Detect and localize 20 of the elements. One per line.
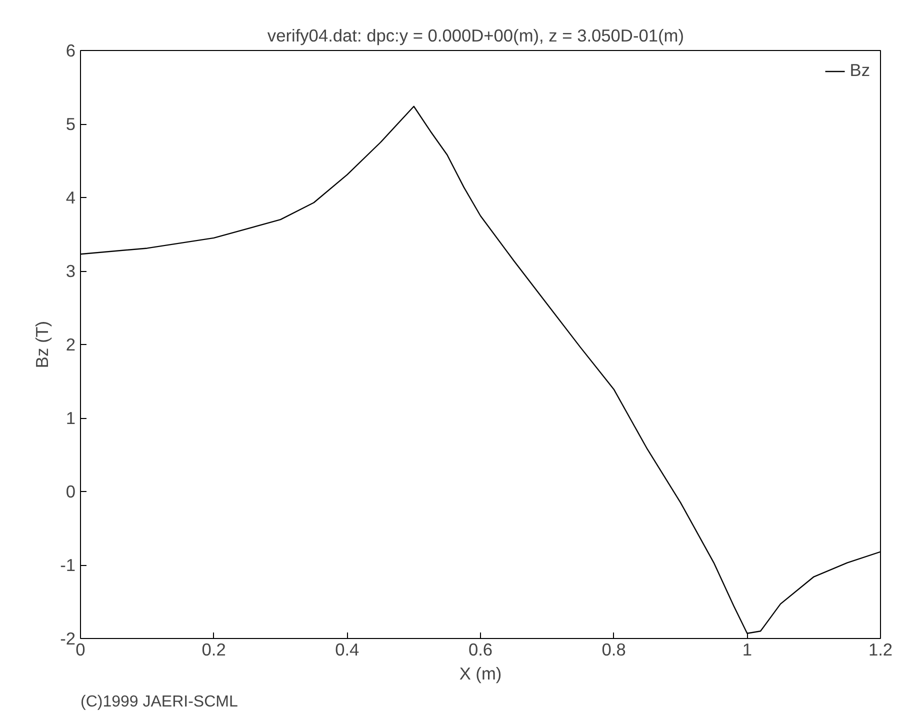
y-axis-title: Bz (T) [32,320,52,368]
x-tick-label: 0.8 [602,640,626,660]
x-tick-label: 1 [742,640,752,660]
y-tick-label: -2 [60,628,76,648]
y-tick-label: 3 [66,261,76,281]
x-tick-label: 0.2 [202,640,226,660]
x-axis-title: X (m) [459,664,502,684]
chart-title: verify04.dat: dpc:y = 0.000D+00(m), z = 3.050D-01(m) [267,26,684,46]
y-tick-label: 0 [66,482,76,502]
y-tick-label: 2 [66,334,76,354]
legend-label: Bz [850,60,870,81]
text: (C)1999 JAERI-SCML [80,694,238,710]
y-tick-label: 4 [66,188,76,208]
y-tick-label: 5 [66,114,76,134]
x-tick-label: 0.4 [335,640,360,660]
y-tick-label: 6 [66,40,76,60]
y-tick-label: 1 [66,408,76,428]
x-tick-label: 0.6 [468,640,493,660]
x-tick-label: 1.2 [868,640,893,660]
y-tick-label: -1 [60,555,76,575]
